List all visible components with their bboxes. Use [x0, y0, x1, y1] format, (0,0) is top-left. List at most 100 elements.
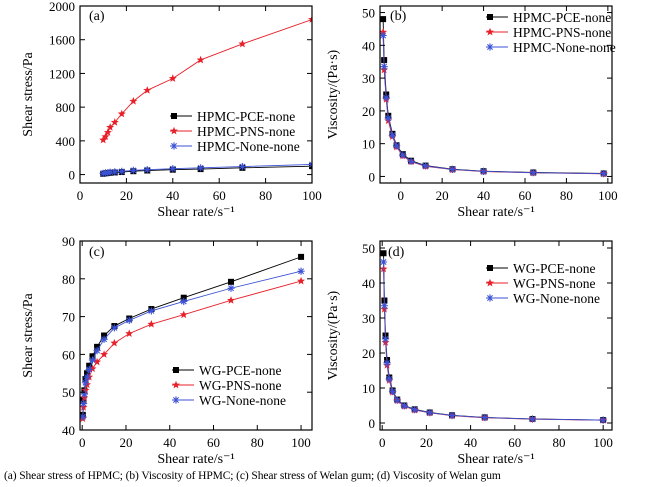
- marker-asterisk: [381, 335, 390, 343]
- chart-panel-1: 0 20 40 60 80 100 0 400 800 1200 1600 2000 (a) Shear …: [21, 0, 322, 220]
- legend-entry: HPMC-None-none: [170, 139, 300, 154]
- legend-label: WG-PCE-none: [199, 363, 281, 378]
- marker-asterisk: [380, 63, 388, 71]
- marker-square: [487, 14, 493, 20]
- marker-asterisk: [486, 294, 494, 302]
- chart-panel-3: 0 20 40 60 80 100 40 50 60 70 80 90 (c) Shear rate/s⁻…: [21, 234, 313, 467]
- legend-entry: HPMC-PNS-none: [170, 124, 295, 139]
- y-tick-label: 40: [362, 276, 375, 291]
- y-tick-label: 1200: [49, 66, 75, 81]
- marker-asterisk: [93, 347, 101, 355]
- plot-frame: [79, 5, 313, 184]
- marker-asterisk: [388, 131, 397, 139]
- legend-label: WG-None-none: [199, 393, 286, 408]
- marker-asterisk: [170, 142, 178, 150]
- y-axis-title: Viscosity/(Pa·s): [326, 290, 341, 380]
- plot-frame: [379, 5, 613, 184]
- x-axis-title: Shear rate/s⁻¹: [157, 205, 234, 220]
- x-tick-label: 100: [302, 188, 322, 203]
- legend-entry: WG-PNS-none: [172, 378, 282, 393]
- x-tick-label: 0: [79, 435, 86, 450]
- y-tick-label: 50: [362, 6, 375, 21]
- y-tick-label: 800: [56, 100, 76, 115]
- marker-star: [125, 329, 134, 338]
- series-WG-None-none: [380, 258, 607, 424]
- marker-asterisk: [197, 164, 205, 172]
- y-tick-label: 80: [62, 272, 75, 287]
- x-axis-title: Shear rate/s⁻¹: [457, 205, 534, 220]
- x-tick-label: 20: [420, 435, 433, 450]
- panel-label: (d): [388, 245, 405, 260]
- x-tick-label: 60: [207, 435, 220, 450]
- y-tick-label: 10: [362, 137, 375, 152]
- marker-asterisk: [599, 416, 607, 424]
- marker-asterisk: [111, 168, 119, 176]
- marker-square: [84, 370, 91, 377]
- x-tick-label: 0: [77, 188, 84, 203]
- marker-square: [298, 253, 305, 260]
- legend-label: HPMC-PNS-none: [513, 25, 611, 40]
- y-tick-label: 20: [362, 346, 375, 361]
- x-tick-label: 40: [166, 188, 179, 203]
- marker-star: [110, 118, 119, 126]
- x-axis-title: Shear rate/s⁻¹: [157, 452, 234, 467]
- y-tick-label: 70: [62, 310, 75, 325]
- marker-asterisk: [388, 387, 397, 396]
- marker-star: [103, 128, 112, 136]
- y-tick-label: 20: [362, 104, 375, 119]
- marker-star: [238, 39, 247, 48]
- series-HPMC-None-none: [99, 160, 312, 177]
- marker-star: [106, 123, 115, 131]
- x-tick-label: 80: [552, 435, 565, 450]
- y-tick-label: 50: [62, 385, 75, 400]
- y-tick-label: 30: [362, 71, 375, 86]
- x-tick-label: 100: [598, 188, 618, 203]
- marker-asterisk: [393, 396, 401, 404]
- marker-star: [486, 278, 494, 287]
- marker-asterisk: [411, 406, 419, 414]
- marker-asterisk: [88, 356, 97, 364]
- x-tick-label: 40: [163, 435, 176, 450]
- panel-label: (b): [390, 9, 407, 24]
- marker-asterisk: [385, 375, 393, 383]
- legend-label: HPMC-None-none: [197, 139, 300, 154]
- marker-asterisk: [400, 402, 408, 410]
- marker-star: [486, 27, 494, 36]
- marker-star: [117, 109, 126, 118]
- marker-asterisk: [448, 165, 457, 173]
- marker-asterisk: [297, 267, 305, 275]
- y-axis-title: Shear stress/Pa: [21, 52, 36, 137]
- legend-label: HPMC-None-none: [513, 40, 616, 55]
- marker-star: [88, 364, 97, 373]
- legend-entry: WG-None-none: [486, 291, 600, 306]
- marker-asterisk: [80, 390, 88, 398]
- marker-star: [170, 126, 178, 135]
- marker-asterisk: [528, 415, 537, 423]
- x-tick-label: 0: [379, 435, 386, 450]
- marker-asterisk: [80, 413, 87, 421]
- marker-asterisk: [380, 258, 388, 266]
- panel-label: (a): [89, 9, 105, 24]
- legend-entry: WG-None-none: [172, 393, 286, 408]
- marker-asterisk: [383, 359, 391, 367]
- marker-asterisk: [448, 411, 456, 420]
- marker-asterisk: [100, 335, 108, 343]
- marker-asterisk: [479, 167, 488, 175]
- marker-star: [80, 414, 87, 423]
- marker-star: [143, 86, 152, 94]
- legend-label: HPMC-PCE-none: [197, 109, 295, 124]
- legend-entry: HPMC-PCE-none: [170, 109, 295, 124]
- series-line: [383, 261, 604, 421]
- legend-entry: WG-PCE-none: [172, 363, 281, 378]
- marker-star: [168, 74, 177, 82]
- x-tick-label: 20: [119, 435, 132, 450]
- legend-label: WG-PNS-none: [199, 378, 282, 393]
- marker-asterisk: [129, 166, 137, 174]
- x-tick-label: 20: [436, 188, 449, 203]
- marker-square: [380, 250, 387, 257]
- legend-label: WG-None-none: [513, 291, 600, 306]
- marker-asterisk: [106, 168, 114, 176]
- legend-label: HPMC-PCE-none: [513, 10, 611, 25]
- x-tick-label: 0: [397, 188, 404, 203]
